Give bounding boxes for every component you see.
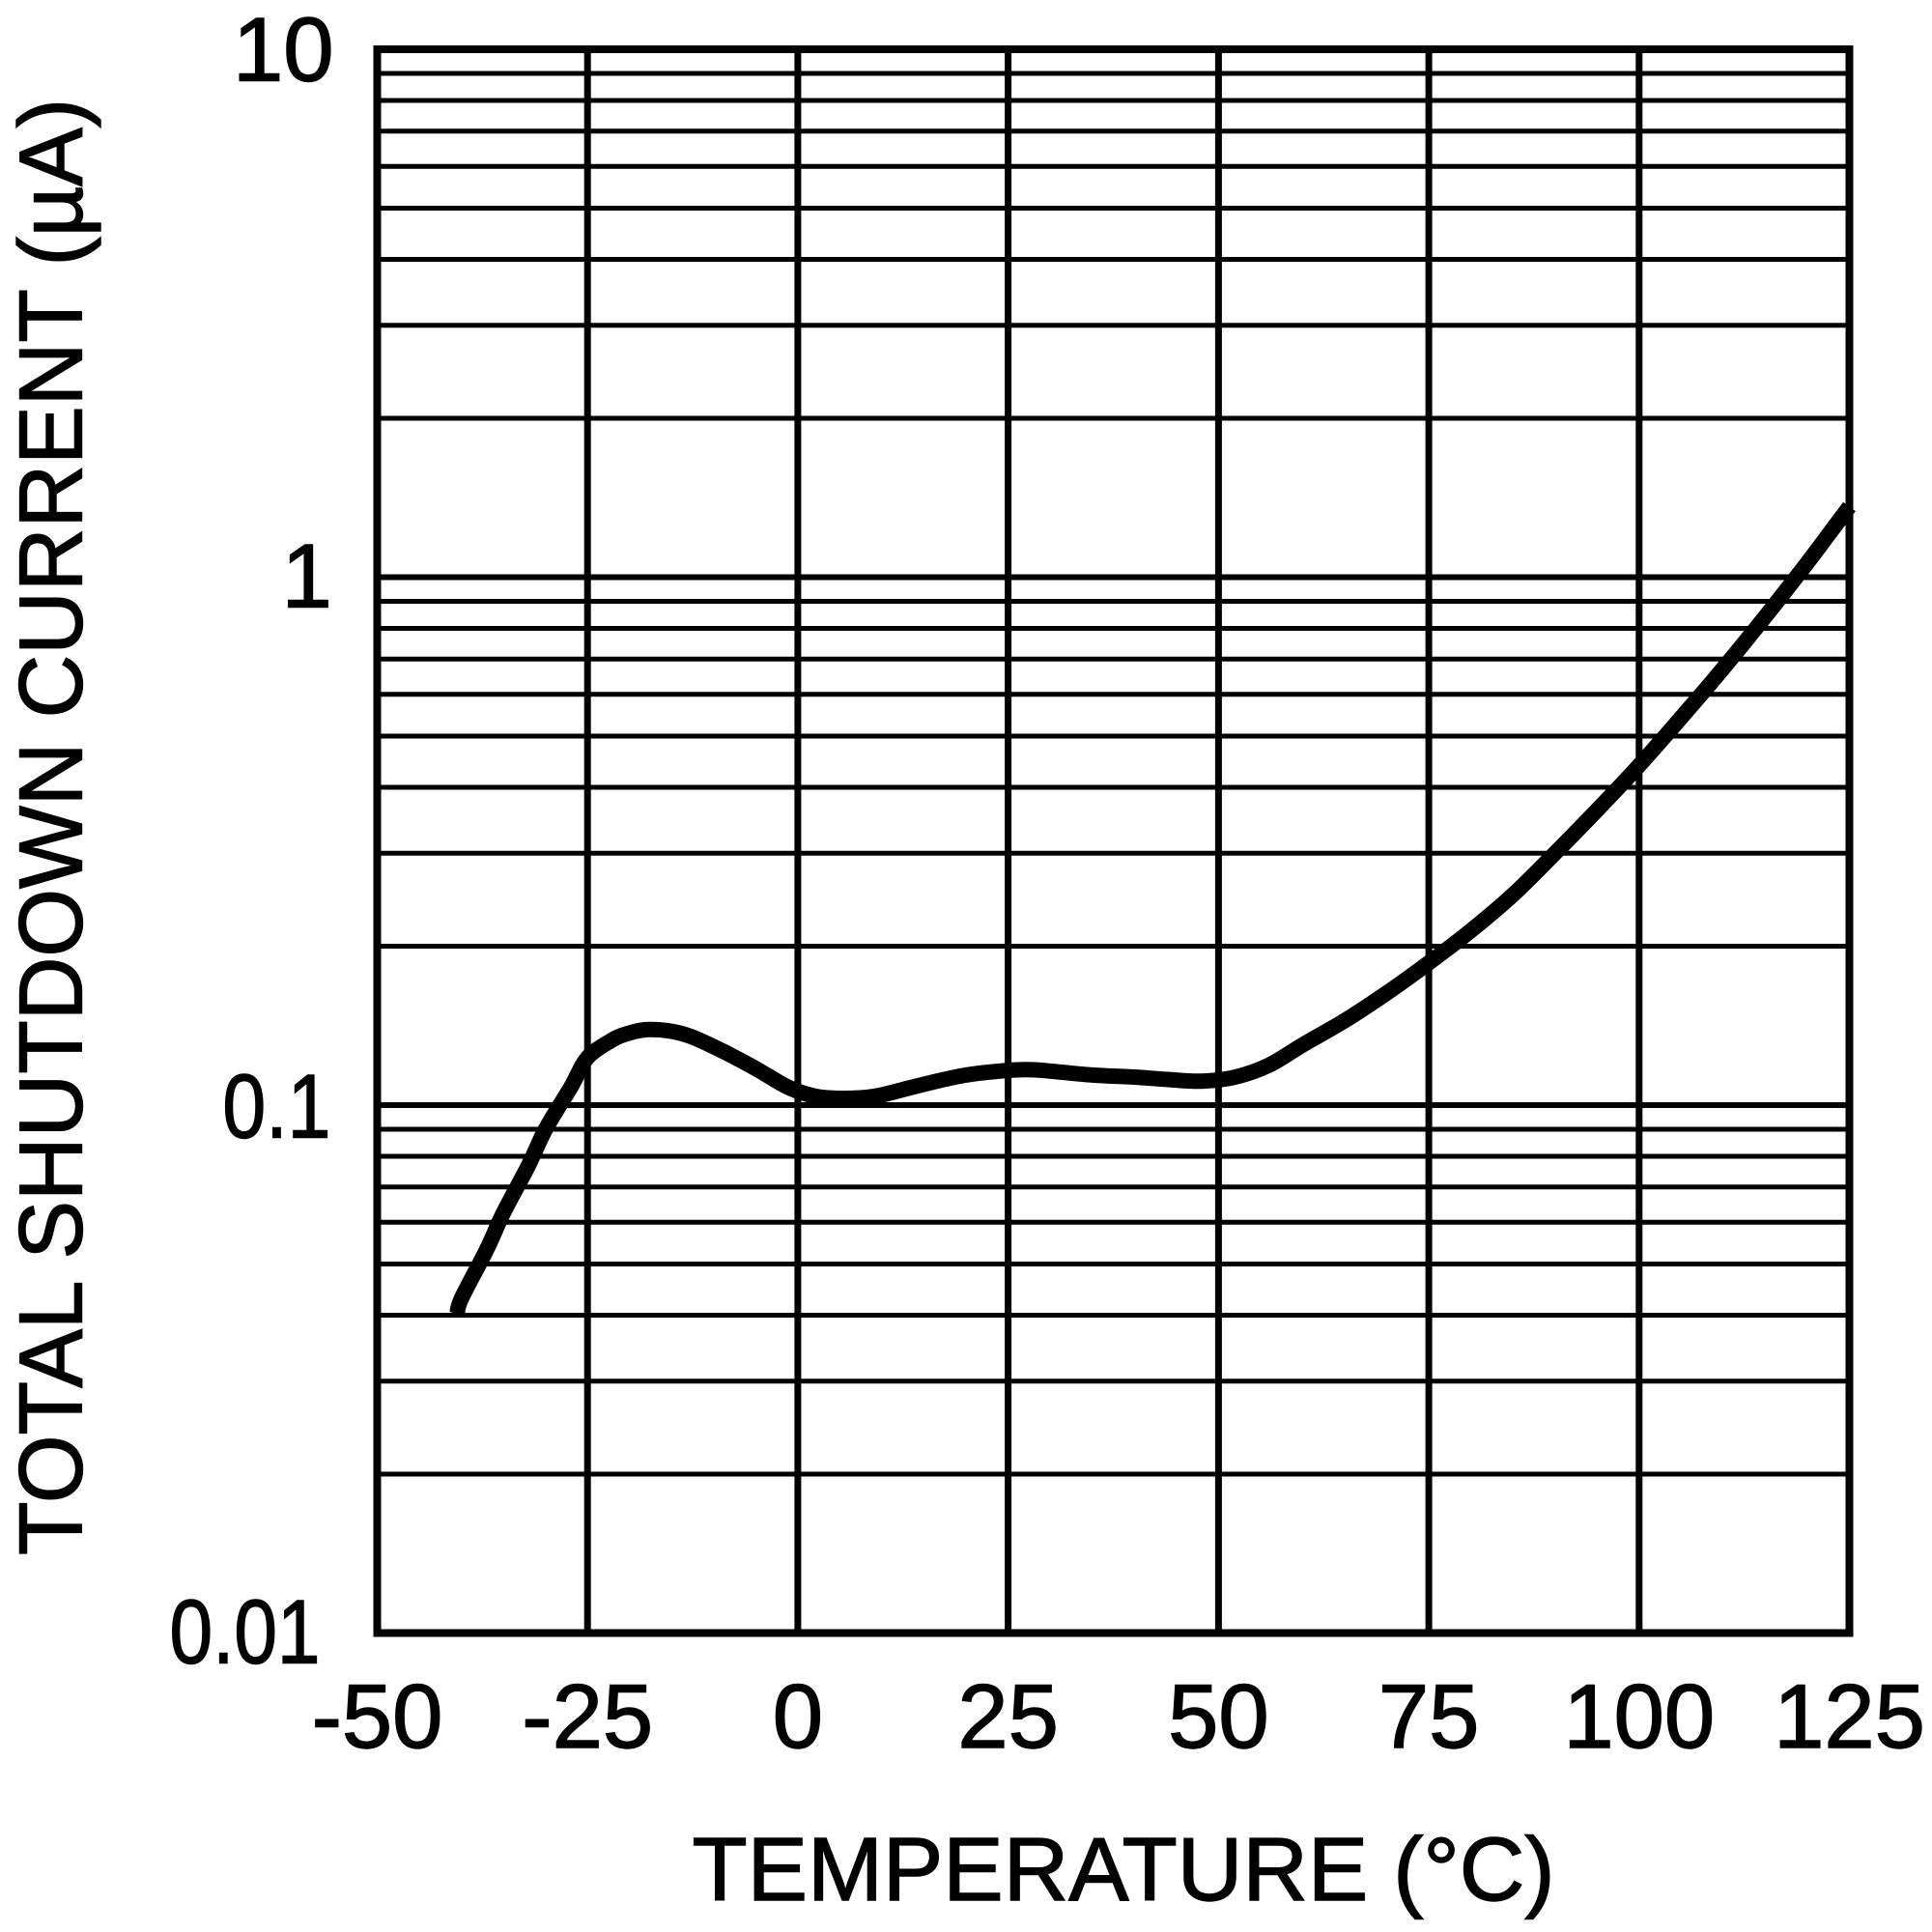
svg-text:1: 1 <box>282 526 332 627</box>
svg-text:0: 0 <box>773 1665 823 1767</box>
svg-text:25: 25 <box>957 1665 1059 1767</box>
svg-text:-50: -50 <box>312 1665 443 1767</box>
svg-text:0.1: 0.1 <box>222 1056 330 1157</box>
svg-text:0.01: 0.01 <box>170 1581 321 1683</box>
svg-text:10: 10 <box>233 0 334 99</box>
svg-text:TOTAL SHUTDOWN CURRENT (µA): TOTAL SHUTDOWN CURRENT (µA) <box>1 99 101 1555</box>
svg-text:125: 125 <box>1774 1665 1925 1767</box>
svg-text:-25: -25 <box>522 1665 653 1767</box>
svg-text:100: 100 <box>1563 1665 1715 1767</box>
svg-text:TEMPERATURE (°C): TEMPERATURE (°C) <box>693 1819 1555 1919</box>
svg-text:75: 75 <box>1378 1665 1480 1767</box>
svg-text:50: 50 <box>1168 1665 1269 1767</box>
